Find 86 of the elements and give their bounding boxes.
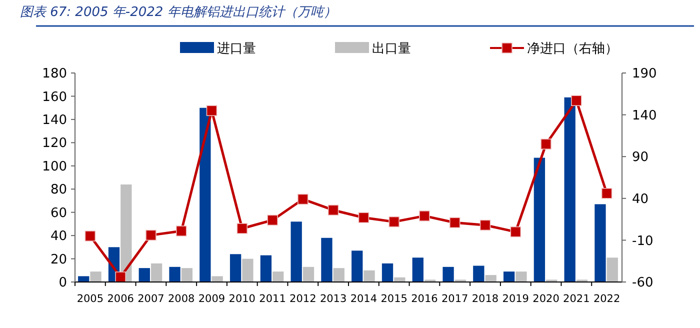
legend-label: 出口量 bbox=[372, 42, 411, 57]
bar bbox=[181, 268, 193, 282]
bar bbox=[412, 258, 424, 282]
x-tick-label: 2013 bbox=[320, 293, 347, 305]
x-tick-label: 2022 bbox=[593, 293, 620, 305]
x-tick-label: 2009 bbox=[198, 293, 226, 305]
bar bbox=[138, 268, 150, 282]
x-tick-label: 2016 bbox=[411, 293, 438, 305]
point bbox=[298, 194, 308, 205]
x-tick-label: 2015 bbox=[380, 293, 408, 305]
x-tick-label: 2007 bbox=[138, 293, 164, 305]
bar bbox=[200, 108, 211, 282]
bar bbox=[352, 250, 363, 282]
y-tick-label: 180 bbox=[42, 66, 67, 82]
bar bbox=[442, 266, 454, 282]
bar bbox=[90, 272, 102, 282]
point bbox=[206, 105, 218, 116]
point bbox=[84, 230, 96, 242]
y2-tick-label: 140 bbox=[632, 108, 657, 124]
y-tick-label: 100 bbox=[42, 159, 67, 174]
x-tick-label: 2005 bbox=[76, 293, 104, 305]
point bbox=[115, 272, 126, 282]
x-tick-label: 2018 bbox=[472, 293, 499, 305]
bar bbox=[242, 258, 254, 282]
x-tick-label: 2012 bbox=[290, 293, 316, 305]
y-tick-label: 80 bbox=[50, 182, 67, 198]
point bbox=[176, 226, 187, 236]
bar bbox=[364, 270, 375, 282]
x-tick-label: 2010 bbox=[228, 293, 256, 305]
point bbox=[388, 216, 400, 228]
bar bbox=[333, 268, 344, 282]
y-tick-label: 20 bbox=[50, 252, 67, 268]
bar bbox=[321, 238, 332, 282]
point bbox=[510, 226, 522, 238]
y2-tick-label: -10 bbox=[632, 234, 654, 249]
point bbox=[419, 210, 430, 222]
y-tick-label: 120 bbox=[42, 136, 67, 152]
legend-label: 净进口（右轴） bbox=[527, 42, 618, 57]
x-tick-label: 2017 bbox=[441, 293, 468, 305]
x-tick-label: 2014 bbox=[350, 293, 378, 305]
bar bbox=[534, 158, 546, 282]
bar bbox=[382, 263, 394, 282]
bar bbox=[260, 255, 272, 282]
bar bbox=[150, 263, 162, 282]
bar bbox=[169, 266, 180, 282]
bar bbox=[290, 222, 302, 282]
x-tick-label: 2021 bbox=[563, 293, 590, 305]
bar bbox=[230, 254, 242, 282]
point bbox=[358, 212, 370, 224]
y2-tick-label: 190 bbox=[632, 66, 657, 82]
point bbox=[540, 138, 552, 150]
x-tick-label: 2011 bbox=[259, 293, 286, 305]
y2-tick-label: 40 bbox=[632, 192, 649, 207]
bar bbox=[606, 258, 618, 282]
bar bbox=[485, 275, 496, 282]
point bbox=[480, 220, 491, 231]
y-tick-label: 60 bbox=[50, 206, 67, 221]
bar bbox=[272, 272, 284, 282]
bar bbox=[516, 272, 527, 282]
point bbox=[449, 217, 460, 228]
legend-label: 进口量 bbox=[217, 42, 256, 57]
x-tick-label: 2019 bbox=[502, 293, 530, 305]
chart-title: 图表 67: 2005 年-2022 年电解铝进出口统计（万吨） bbox=[20, 5, 336, 20]
bar bbox=[302, 266, 314, 282]
bar bbox=[503, 272, 515, 282]
point bbox=[571, 95, 582, 106]
point bbox=[236, 223, 248, 234]
bar bbox=[120, 184, 132, 282]
bar bbox=[564, 97, 576, 282]
point bbox=[328, 204, 339, 216]
y-tick-label: 140 bbox=[42, 112, 67, 128]
y2-tick-label: 90 bbox=[632, 150, 649, 166]
bar bbox=[594, 204, 606, 282]
x-tick-label: 2020 bbox=[532, 293, 560, 305]
y2-tick-label: -60 bbox=[632, 276, 654, 291]
point bbox=[146, 230, 156, 241]
y-tick-label: 160 bbox=[42, 90, 67, 105]
bar bbox=[212, 276, 223, 282]
y-tick-label: 0 bbox=[58, 276, 67, 291]
y-tick-label: 40 bbox=[50, 229, 67, 244]
point bbox=[601, 188, 612, 199]
point bbox=[267, 214, 278, 226]
x-tick-label: 2008 bbox=[168, 293, 195, 305]
bar bbox=[473, 266, 484, 282]
bar bbox=[78, 276, 90, 282]
x-tick-label: 2006 bbox=[107, 293, 134, 305]
